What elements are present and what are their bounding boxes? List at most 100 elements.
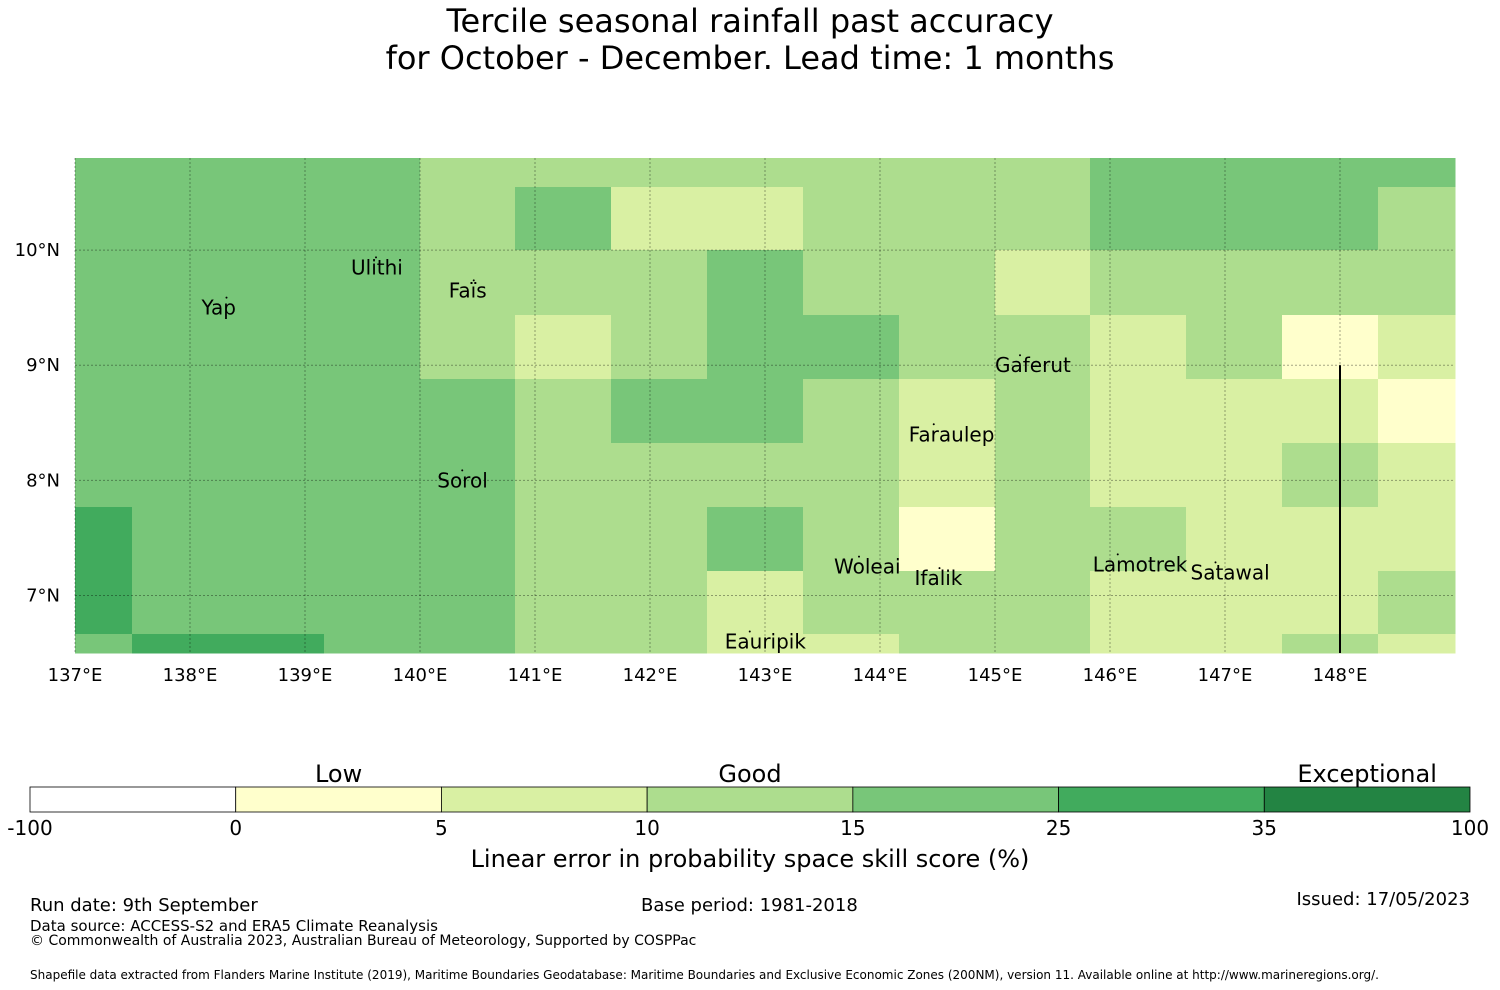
place-label: Ulithi <box>351 255 403 279</box>
skill-cell <box>1090 507 1187 572</box>
colorbar-tick-label: 25 <box>1046 816 1071 840</box>
skill-cell <box>75 250 133 316</box>
skill-cell <box>75 507 133 572</box>
skill-cell <box>75 634 133 654</box>
skill-cell <box>420 379 516 444</box>
longitude-tick-label: 143°E <box>738 665 793 686</box>
copyright: © Commonwealth of Australia 2023, Austra… <box>30 933 697 949</box>
colorbar-bin <box>235 786 442 813</box>
map-title-line-1: Tercile seasonal rainfall past accuracy <box>446 2 1054 40</box>
skill-cell <box>515 507 612 572</box>
skill-cell <box>803 250 900 316</box>
colorbar <box>29 786 1471 813</box>
skill-cell <box>611 250 708 316</box>
graticule <box>74 158 1455 653</box>
skill-cell <box>132 250 325 316</box>
skill-cell <box>1282 443 1379 508</box>
skill-cell <box>1378 443 1456 508</box>
skill-cell <box>1282 507 1379 572</box>
skill-cell <box>1282 634 1378 653</box>
skill-cell <box>420 315 516 380</box>
skill-cell <box>803 443 900 508</box>
colorbar-category-label: Low <box>315 760 362 788</box>
skill-cell <box>1090 443 1187 508</box>
colorbar-category-labels: Low Good Exceptional <box>315 760 1437 788</box>
skill-cell <box>1282 250 1379 316</box>
island-marker <box>461 469 464 472</box>
skill-cell <box>1186 379 1283 444</box>
skill-cell <box>1282 571 1379 635</box>
skill-cell <box>132 158 325 188</box>
skill-cell <box>803 158 900 188</box>
longitude-tick-label: 145°E <box>968 665 1023 686</box>
skill-cell <box>899 443 996 508</box>
place-label: Faïs <box>449 278 487 302</box>
skill-cell <box>1090 379 1187 444</box>
skill-cell <box>75 315 133 380</box>
skill-cell <box>611 315 708 380</box>
skill-cell <box>899 250 996 316</box>
place-label: Faraulep <box>909 422 995 446</box>
skill-cell <box>420 507 516 572</box>
skill-cell <box>132 379 325 444</box>
longitude-tick-label: 141°E <box>508 665 563 686</box>
skill-cell <box>707 634 804 654</box>
island-marker <box>938 567 941 570</box>
skill-cell <box>803 187 900 251</box>
skill-cell <box>995 158 1091 188</box>
skill-cell <box>420 634 516 654</box>
skill-cell <box>1186 634 1283 654</box>
skill-cell <box>75 187 133 251</box>
island-marker <box>748 630 751 633</box>
skill-cell <box>132 315 325 380</box>
skill-cell <box>132 571 325 635</box>
skill-cell <box>611 158 708 188</box>
skill-cell <box>1378 315 1456 380</box>
skill-cell <box>1186 315 1283 380</box>
skill-cell <box>803 571 900 635</box>
skill-cell <box>1282 187 1379 251</box>
longitude-tick-label: 139°E <box>278 665 333 686</box>
skill-cell <box>420 158 516 188</box>
skill-cell <box>515 634 612 654</box>
skill-cell <box>707 158 804 188</box>
skill-cell <box>1090 187 1187 251</box>
longitude-tick-label: 146°E <box>1083 665 1138 686</box>
base-period: Base period: 1981-2018 <box>641 895 858 916</box>
place-label: Yap <box>201 296 236 320</box>
skill-cell <box>324 158 421 188</box>
skill-cell <box>707 379 804 444</box>
run-date: Run date: 9th September <box>30 895 258 916</box>
island-marker <box>1116 553 1119 556</box>
skill-cell <box>1090 158 1187 188</box>
longitude-tick-label: 142°E <box>623 665 678 686</box>
skill-cell <box>611 634 708 654</box>
skill-map: Yap Ulithi Faïs Gaferut Faraulep Sorol Woleai I… <box>15 158 1456 686</box>
skill-cell <box>515 571 612 635</box>
skill-cell <box>1378 634 1456 654</box>
colorbar-bin <box>1058 786 1265 813</box>
place-label: Sorol <box>437 468 488 492</box>
colorbar-tick-label: -100 <box>7 816 52 840</box>
skill-cell <box>1186 250 1283 316</box>
skill-cell <box>1378 158 1456 188</box>
colorbar-bin <box>29 786 237 813</box>
longitude-tick-label: 148°E <box>1313 665 1368 686</box>
colorbar-tick-label: 5 <box>435 816 448 840</box>
skill-cell <box>899 315 996 380</box>
skill-cell <box>1378 507 1456 572</box>
place-label: Satawal <box>1191 560 1270 584</box>
skill-cell <box>803 379 900 444</box>
latitude-tick-label: 10°N <box>15 240 60 261</box>
longitude-tick-label: 147°E <box>1198 665 1253 686</box>
skill-cell <box>611 571 708 635</box>
skill-cell <box>515 443 612 508</box>
colorbar-title: Linear error in probability space skill … <box>470 845 1030 873</box>
skill-cell <box>707 187 804 251</box>
skill-cell <box>707 250 804 316</box>
skill-cell <box>899 187 996 251</box>
skill-cell <box>1378 571 1456 635</box>
latitude-tick-label: 7°N <box>26 585 60 606</box>
skill-cell <box>995 634 1091 654</box>
skill-cell <box>1186 571 1283 635</box>
